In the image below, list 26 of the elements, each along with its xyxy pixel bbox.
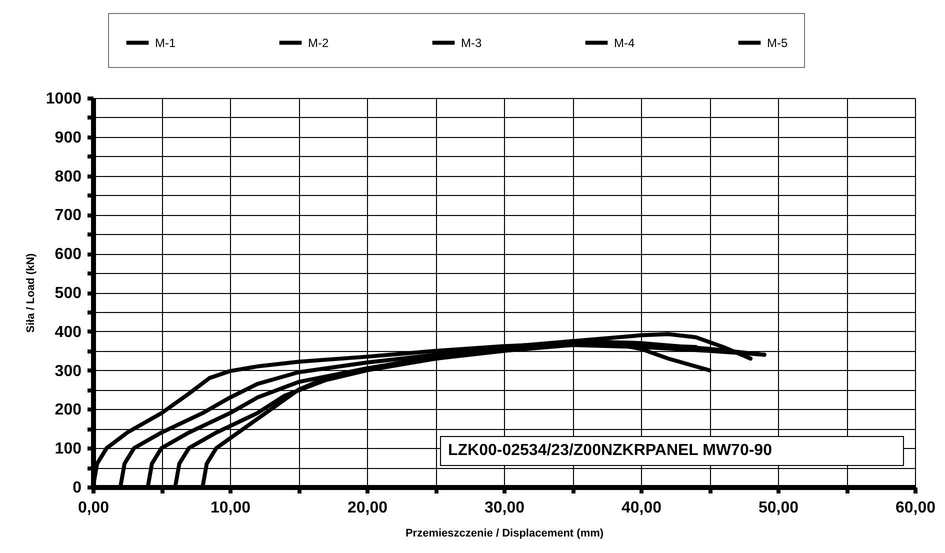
x-tick-label: 0,00 (78, 500, 110, 516)
y-tick-label: 500 (54, 285, 82, 302)
y-axis-title: Siła / Load (kN) (24, 252, 37, 333)
legend-label: M-2 (308, 36, 329, 50)
x-tick-label: 50,00 (758, 500, 799, 516)
x-tick-label: 30,00 (484, 500, 525, 516)
legend-label: M-5 (767, 36, 788, 50)
y-tick-label: 200 (54, 402, 82, 419)
x-tick-label: 10,00 (210, 500, 251, 516)
y-tick-label: 100 (54, 440, 82, 458)
y-tick-label: 800 (54, 168, 82, 186)
y-tick-label: 0 (72, 480, 82, 496)
y-tick-label: 600 (54, 246, 82, 264)
y-tick-label: 900 (54, 129, 82, 146)
y-tick-label: 1000 (46, 90, 82, 108)
y-tick-label: 700 (54, 207, 82, 224)
legend-label: M-4 (614, 36, 635, 50)
y-tick-label: 400 (54, 324, 82, 341)
y-tick-label: 300 (54, 362, 82, 380)
legend-label: M-1 (155, 36, 176, 50)
annotation: LZK00-02534/23/Z00NZKRPANEL MW70-90 (448, 441, 772, 461)
x-tick-label: 60,00 (895, 500, 936, 516)
x-tick-label: 40,00 (621, 500, 662, 516)
x-axis-title: Przemieszczenie / Displacement (mm) (405, 528, 604, 540)
x-tick-label: 20,00 (347, 500, 388, 516)
legend-label: M-3 (461, 36, 482, 50)
